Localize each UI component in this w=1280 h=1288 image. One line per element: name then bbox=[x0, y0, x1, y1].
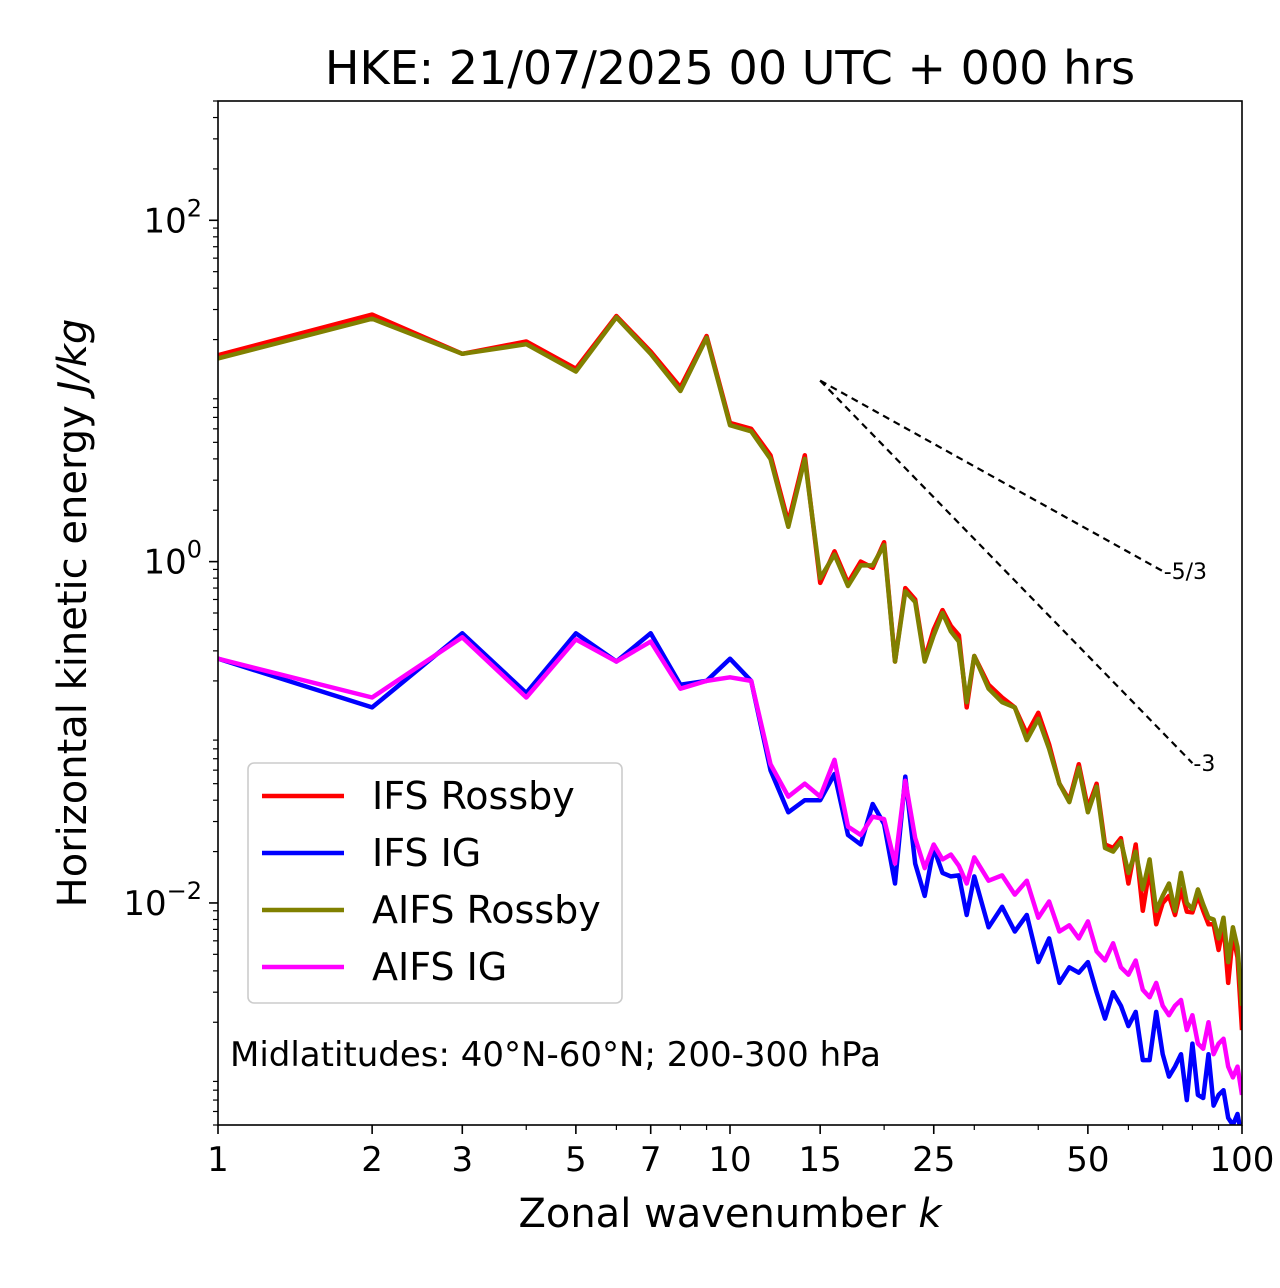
slope-label: -5/3 bbox=[1164, 560, 1207, 585]
series-lines bbox=[218, 312, 1242, 1125]
x-tick-label: 5 bbox=[565, 1140, 587, 1180]
x-tick-label: 1 bbox=[207, 1140, 229, 1180]
x-tick-label: 2 bbox=[361, 1140, 383, 1180]
legend-label: AIFS IG bbox=[372, 945, 507, 989]
axis-ticks: 1 2 3 5 7 10 15 25 50 100 10−2 100 102 bbox=[123, 100, 1275, 1180]
legend-items: IFS Rossby IFS IG AIFS Rossby AIFS IG bbox=[262, 774, 601, 989]
x-tick-label: 100 bbox=[1210, 1140, 1275, 1180]
slope-line-0 bbox=[819, 379, 1164, 573]
x-tick-label: 25 bbox=[912, 1140, 955, 1180]
x-tick-label: 15 bbox=[799, 1140, 842, 1180]
series-line-aifs-ig bbox=[218, 635, 1242, 1096]
region-annotation: Midlatitudes: 40°N-60°N; 200-300 hPa bbox=[230, 1035, 881, 1075]
legend: IFS Rossby IFS IG AIFS Rossby AIFS IG bbox=[247, 762, 623, 1004]
legend-box bbox=[247, 762, 623, 1004]
slope-line-1 bbox=[819, 379, 1194, 764]
series-line-aifs-rossby bbox=[218, 315, 1242, 1006]
x-tick-label: 50 bbox=[1066, 1140, 1109, 1180]
y-tick-label: 100 bbox=[143, 536, 202, 583]
plot-frame bbox=[217, 100, 1243, 1126]
legend-label: AIFS Rossby bbox=[372, 888, 601, 932]
x-tick-label: 3 bbox=[451, 1140, 473, 1180]
reference-slopes bbox=[819, 379, 1194, 764]
x-axis-label: Zonal wavenumber k bbox=[518, 1191, 943, 1237]
x-tick-label: 7 bbox=[640, 1140, 662, 1180]
plot-area bbox=[218, 312, 1242, 1125]
y-tick-label: 102 bbox=[143, 194, 202, 241]
legend-label: IFS Rossby bbox=[372, 774, 575, 818]
x-tick-label: 10 bbox=[708, 1140, 751, 1180]
slope-labels: -5/3 -3 bbox=[1164, 560, 1216, 777]
slope-label: -3 bbox=[1193, 752, 1215, 777]
chart-title: HKE: 21/07/2025 00 UTC + 000 hrs bbox=[325, 41, 1135, 95]
y-axis-label: Horizontal kinetic energy J/kg bbox=[50, 319, 96, 908]
y-tick-label: 10−2 bbox=[123, 877, 202, 924]
legend-label: IFS IG bbox=[372, 831, 481, 875]
